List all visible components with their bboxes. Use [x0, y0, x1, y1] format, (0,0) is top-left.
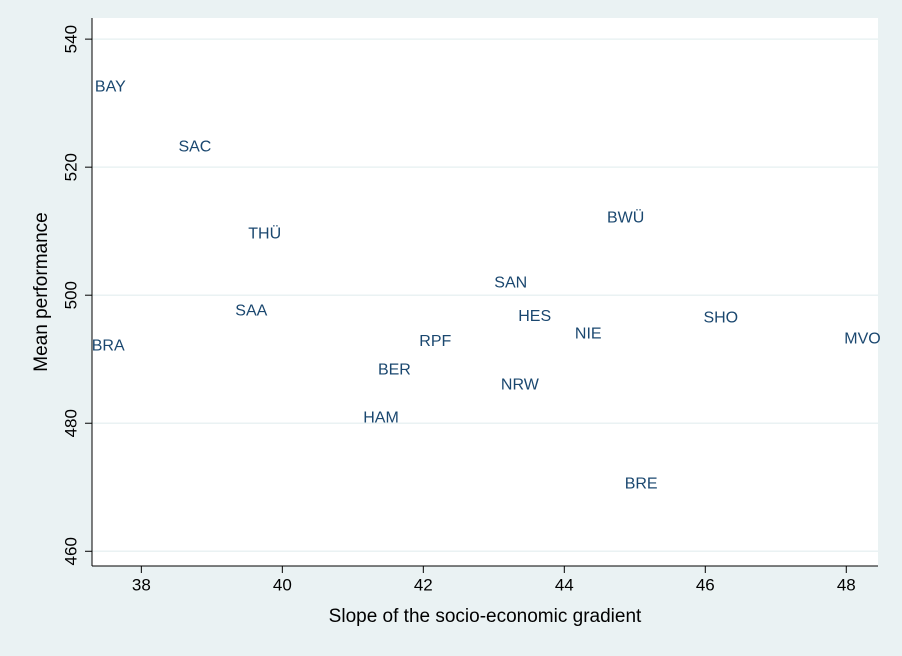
x-tick-label: 44 — [555, 575, 574, 594]
point-label: HAM — [363, 409, 399, 426]
point-label: MVO — [844, 331, 880, 348]
point-label: NIE — [575, 325, 602, 342]
x-tick-label: 42 — [414, 575, 433, 594]
plot-area — [92, 18, 878, 566]
y-axis-title: Mean performance — [31, 212, 52, 371]
point-label: SAC — [178, 139, 211, 156]
x-axis-title: Slope of the socio-economic gradient — [329, 606, 642, 627]
y-tick-label: 520 — [61, 153, 80, 181]
x-tick-label: 48 — [837, 575, 856, 594]
y-tick-label: 500 — [61, 281, 80, 309]
point-label: THÜ — [248, 225, 281, 243]
point-label: RPF — [419, 333, 451, 350]
point-label: BER — [378, 361, 411, 378]
x-tick-label: 38 — [132, 575, 151, 594]
point-label: HES — [518, 308, 551, 325]
y-tick-label: 460 — [61, 537, 80, 565]
y-tick-label: 540 — [61, 25, 80, 53]
x-tick-label: 40 — [273, 575, 292, 594]
point-label: BAY — [95, 78, 126, 95]
point-label: BRE — [625, 475, 658, 492]
point-label: BWÜ — [607, 209, 644, 227]
point-label: SAA — [235, 302, 267, 319]
point-label: SAN — [494, 274, 527, 291]
point-label: NRW — [501, 377, 540, 394]
point-label: BRA — [92, 338, 125, 355]
point-label: SHO — [703, 309, 738, 326]
x-tick-label: 46 — [696, 575, 715, 594]
y-tick-label: 480 — [61, 409, 80, 437]
